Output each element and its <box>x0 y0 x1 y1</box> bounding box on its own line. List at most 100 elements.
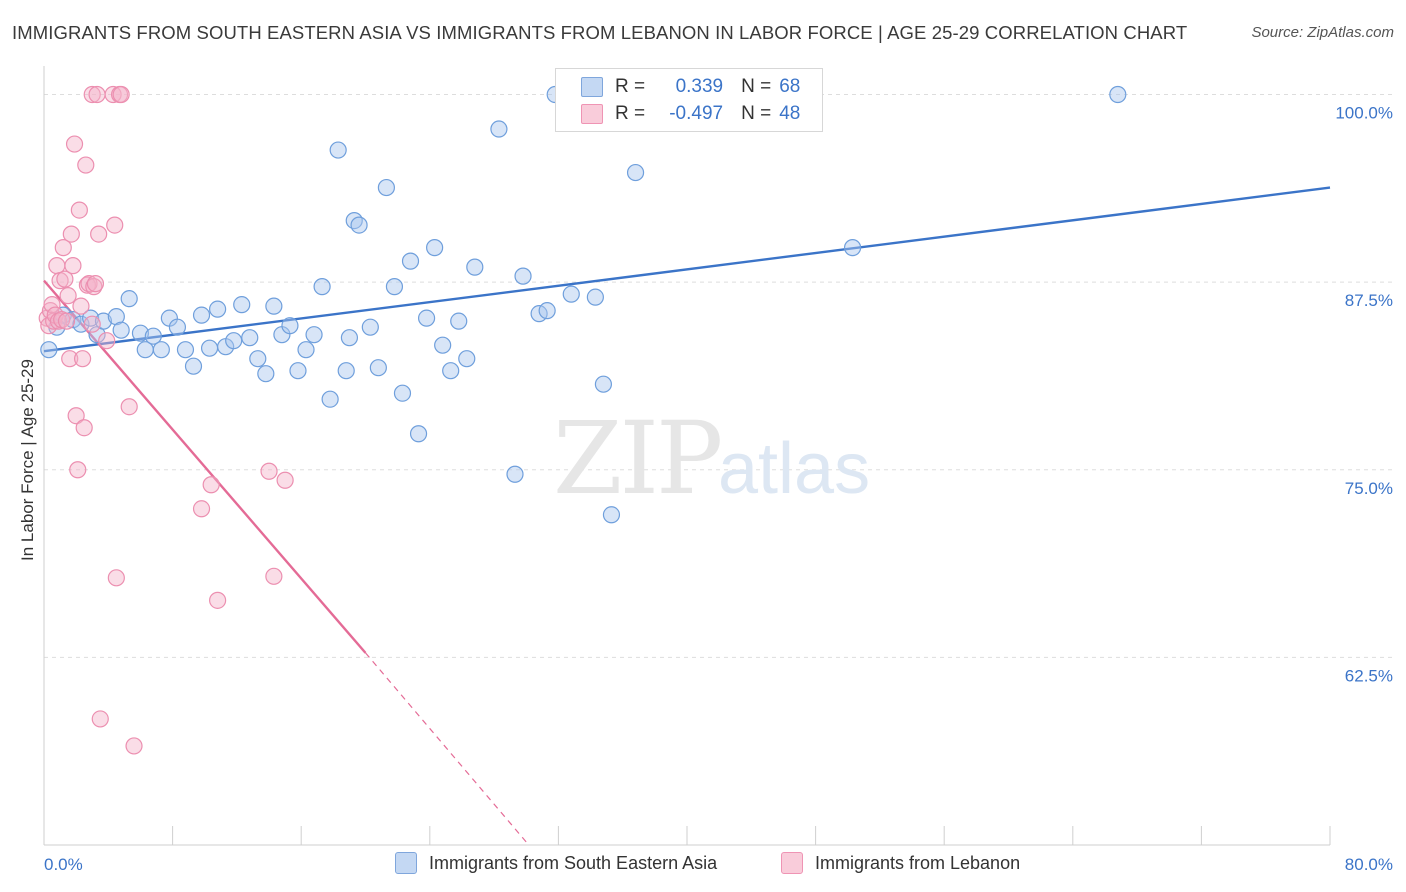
point-lebanon <box>56 270 74 288</box>
point-south-eastern-asia <box>385 278 404 296</box>
legend-pink-label: Immigrants from Lebanon <box>815 852 1021 873</box>
pink-n-value: 48 <box>779 103 801 124</box>
point-lebanon <box>112 85 130 104</box>
point-lebanon <box>209 591 227 609</box>
pink-swatch <box>581 104 603 124</box>
point-lebanon <box>64 257 82 275</box>
legend-blue-swatch <box>395 852 417 874</box>
legend-row-blue: R = 0.339 N = 68 <box>556 74 800 100</box>
point-south-eastern-asia <box>369 359 387 377</box>
legend-row-pink: R = -0.497 N = 48 <box>556 101 800 127</box>
point-south-eastern-asia <box>586 288 604 306</box>
point-lebanon <box>62 225 80 243</box>
point-south-eastern-asia <box>297 341 315 359</box>
legend-item-south-eastern-asia: Immigrants from South Eastern Asia <box>395 852 717 874</box>
legend-blue-label: Immigrants from South Eastern Asia <box>429 852 718 873</box>
trend-line-lebanon-extension <box>365 652 527 843</box>
chart-source: Source: ZipAtlas.com <box>1251 24 1394 41</box>
point-south-eastern-asia <box>450 312 468 330</box>
point-south-eastern-asia <box>40 341 58 359</box>
point-south-eastern-asia <box>337 362 355 380</box>
blue-r-value: 0.339 <box>675 76 724 97</box>
data-points <box>38 85 1127 755</box>
point-lebanon <box>91 710 109 728</box>
point-south-eastern-asia <box>233 296 251 314</box>
point-lebanon <box>86 275 105 293</box>
point-lebanon <box>106 216 124 234</box>
point-south-eastern-asia <box>350 216 368 234</box>
pink-n-label: N = <box>741 103 772 124</box>
point-south-eastern-asia <box>313 278 331 296</box>
y-tick-label: 87.5% <box>1345 291 1393 310</box>
point-lebanon <box>65 135 84 153</box>
point-south-eastern-asia <box>281 317 299 335</box>
point-south-eastern-asia <box>426 239 444 257</box>
point-lebanon <box>83 85 101 104</box>
point-lebanon <box>54 239 72 257</box>
point-south-eastern-asia <box>176 341 195 359</box>
point-lebanon <box>265 567 283 585</box>
point-south-eastern-asia <box>131 324 150 342</box>
point-lebanon <box>59 287 77 305</box>
point-south-eastern-asia <box>594 375 613 393</box>
point-lebanon <box>72 297 90 315</box>
point-south-eastern-asia <box>329 141 347 159</box>
point-south-eastern-asia <box>200 339 219 357</box>
point-south-eastern-asia <box>112 321 130 339</box>
blue-r-label: R = <box>615 76 646 97</box>
blue-swatch <box>581 77 603 97</box>
x-tick-label-max: 80.0% <box>1345 855 1393 874</box>
point-lebanon <box>77 156 95 174</box>
point-lebanon <box>276 471 294 489</box>
chart-title: IMMIGRANTS FROM SOUTH EASTERN ASIA VS IM… <box>12 22 1188 43</box>
trend-line-south-eastern-asia <box>43 186 1331 353</box>
point-south-eastern-asia <box>458 350 476 368</box>
pink-r-value: -0.497 <box>669 103 724 124</box>
point-south-eastern-asia <box>409 425 428 443</box>
point-south-eastern-asia <box>442 362 460 380</box>
point-south-eastern-asia <box>192 306 211 324</box>
gridlines <box>44 94 1394 658</box>
point-south-eastern-asia <box>340 329 359 347</box>
point-south-eastern-asia <box>538 302 556 320</box>
point-lebanon <box>61 350 79 368</box>
point-lebanon <box>192 500 211 518</box>
point-south-eastern-asia <box>120 290 138 308</box>
point-south-eastern-asia <box>506 465 524 483</box>
point-south-eastern-asia <box>107 308 125 326</box>
point-south-eastern-asia <box>257 365 275 383</box>
point-south-eastern-asia <box>321 390 339 408</box>
watermark-atlas: atlas <box>718 429 871 509</box>
point-south-eastern-asia <box>1109 85 1127 104</box>
y-tick-label: 75.0% <box>1345 479 1393 498</box>
point-south-eastern-asia <box>361 318 379 336</box>
point-south-eastern-asia <box>417 309 436 327</box>
point-south-eastern-asia <box>626 163 645 182</box>
point-south-eastern-asia <box>843 239 862 257</box>
point-south-eastern-asia <box>265 297 283 315</box>
point-south-eastern-asia <box>401 252 420 270</box>
y-tick-label: 100.0% <box>1335 104 1393 123</box>
point-south-eastern-asia <box>393 384 412 402</box>
point-south-eastern-asia <box>152 341 170 359</box>
point-south-eastern-asia <box>377 178 395 197</box>
point-south-eastern-asia <box>241 329 259 347</box>
point-south-eastern-asia <box>514 267 532 285</box>
pink-r-label: R = <box>615 103 646 124</box>
point-lebanon <box>98 332 116 350</box>
point-south-eastern-asia <box>289 362 307 380</box>
point-south-eastern-asia <box>305 326 323 344</box>
y-tick-label: 62.5% <box>1345 666 1393 685</box>
point-lebanon <box>70 201 88 219</box>
x-tick-label-min: 0.0% <box>44 855 83 874</box>
point-lebanon <box>125 737 143 755</box>
point-lebanon <box>90 225 108 243</box>
point-lebanon <box>120 398 138 416</box>
point-south-eastern-asia <box>82 309 100 327</box>
legend-pink-swatch <box>781 852 803 874</box>
point-lebanon <box>85 278 103 296</box>
blue-n-label: N = <box>741 76 772 97</box>
point-south-eastern-asia <box>94 312 113 330</box>
y-axis-label: In Labor Force | Age 25-29 <box>18 359 37 561</box>
point-south-eastern-asia <box>466 258 484 276</box>
